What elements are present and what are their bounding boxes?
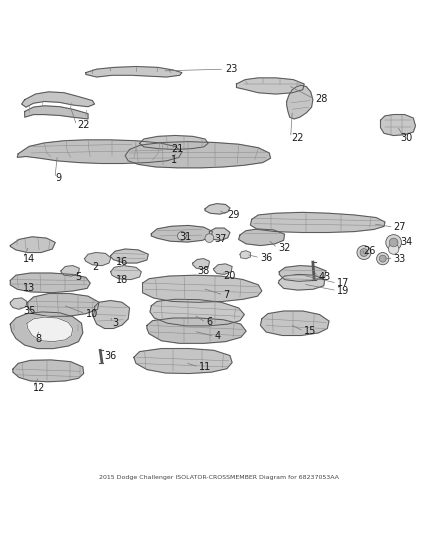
Polygon shape — [25, 106, 88, 119]
Text: 17: 17 — [337, 278, 349, 288]
Circle shape — [389, 238, 398, 247]
Polygon shape — [239, 229, 285, 246]
Text: 29: 29 — [228, 210, 240, 220]
Text: 8: 8 — [35, 334, 42, 344]
Polygon shape — [251, 212, 385, 232]
Circle shape — [360, 248, 368, 256]
Text: 32: 32 — [278, 243, 290, 253]
Polygon shape — [11, 273, 90, 293]
Polygon shape — [93, 301, 130, 328]
Polygon shape — [21, 92, 95, 107]
Polygon shape — [111, 249, 148, 263]
Polygon shape — [61, 265, 79, 276]
Text: 43: 43 — [318, 271, 331, 281]
Circle shape — [386, 235, 402, 251]
Text: 21: 21 — [171, 144, 184, 155]
Text: 31: 31 — [180, 232, 192, 242]
Text: 14: 14 — [23, 254, 35, 264]
Text: 36: 36 — [105, 351, 117, 361]
Polygon shape — [85, 253, 111, 265]
Polygon shape — [11, 298, 27, 309]
Polygon shape — [140, 135, 208, 149]
Polygon shape — [287, 85, 313, 119]
Text: 6: 6 — [206, 317, 212, 327]
Text: 20: 20 — [223, 271, 236, 281]
Text: 38: 38 — [197, 266, 209, 276]
Polygon shape — [11, 237, 55, 253]
Text: 9: 9 — [55, 173, 61, 183]
Text: 27: 27 — [394, 222, 406, 232]
Polygon shape — [147, 318, 246, 343]
Text: 26: 26 — [363, 246, 375, 256]
Circle shape — [389, 244, 399, 254]
Polygon shape — [27, 317, 73, 342]
Text: 13: 13 — [23, 284, 35, 293]
Polygon shape — [237, 78, 304, 94]
Polygon shape — [193, 259, 209, 269]
Text: 37: 37 — [215, 234, 227, 244]
Polygon shape — [279, 265, 326, 281]
Polygon shape — [11, 312, 83, 349]
Text: 18: 18 — [117, 274, 129, 285]
Polygon shape — [125, 142, 271, 168]
Text: 22: 22 — [77, 120, 90, 131]
Text: 11: 11 — [199, 362, 212, 372]
Text: 2015 Dodge Challenger ISOLATOR-CROSSMEMBER Diagram for 68237053AA: 2015 Dodge Challenger ISOLATOR-CROSSMEMB… — [99, 474, 339, 480]
Text: 30: 30 — [400, 133, 413, 143]
Text: 33: 33 — [394, 254, 406, 264]
Polygon shape — [209, 228, 230, 240]
Circle shape — [379, 255, 386, 262]
Text: 28: 28 — [315, 94, 328, 104]
Text: 19: 19 — [337, 286, 349, 295]
Polygon shape — [143, 275, 262, 302]
Circle shape — [357, 246, 371, 260]
Text: 1: 1 — [171, 155, 177, 165]
Polygon shape — [86, 67, 182, 77]
Polygon shape — [151, 225, 212, 242]
Text: 35: 35 — [23, 306, 36, 316]
Text: 5: 5 — [75, 272, 81, 282]
Polygon shape — [261, 311, 329, 335]
Circle shape — [377, 253, 389, 265]
Polygon shape — [13, 360, 84, 382]
Text: 23: 23 — [226, 64, 238, 74]
Text: 10: 10 — [86, 309, 98, 319]
Text: 16: 16 — [117, 257, 129, 267]
Text: 15: 15 — [304, 326, 317, 336]
Text: 7: 7 — [223, 290, 230, 300]
Polygon shape — [150, 299, 244, 326]
Polygon shape — [17, 140, 182, 164]
Text: 34: 34 — [400, 238, 413, 247]
Polygon shape — [28, 294, 99, 316]
Text: 4: 4 — [215, 332, 221, 341]
Circle shape — [177, 231, 186, 240]
Text: 22: 22 — [291, 133, 304, 143]
Circle shape — [205, 234, 214, 243]
Polygon shape — [381, 115, 416, 135]
Text: 12: 12 — [33, 383, 46, 393]
Text: 3: 3 — [112, 318, 118, 328]
Polygon shape — [134, 349, 232, 374]
Polygon shape — [111, 265, 141, 280]
Text: 36: 36 — [261, 253, 273, 263]
Polygon shape — [279, 274, 325, 290]
Polygon shape — [205, 204, 230, 214]
Polygon shape — [214, 264, 232, 274]
Polygon shape — [240, 251, 251, 259]
Text: 2: 2 — [92, 262, 99, 272]
